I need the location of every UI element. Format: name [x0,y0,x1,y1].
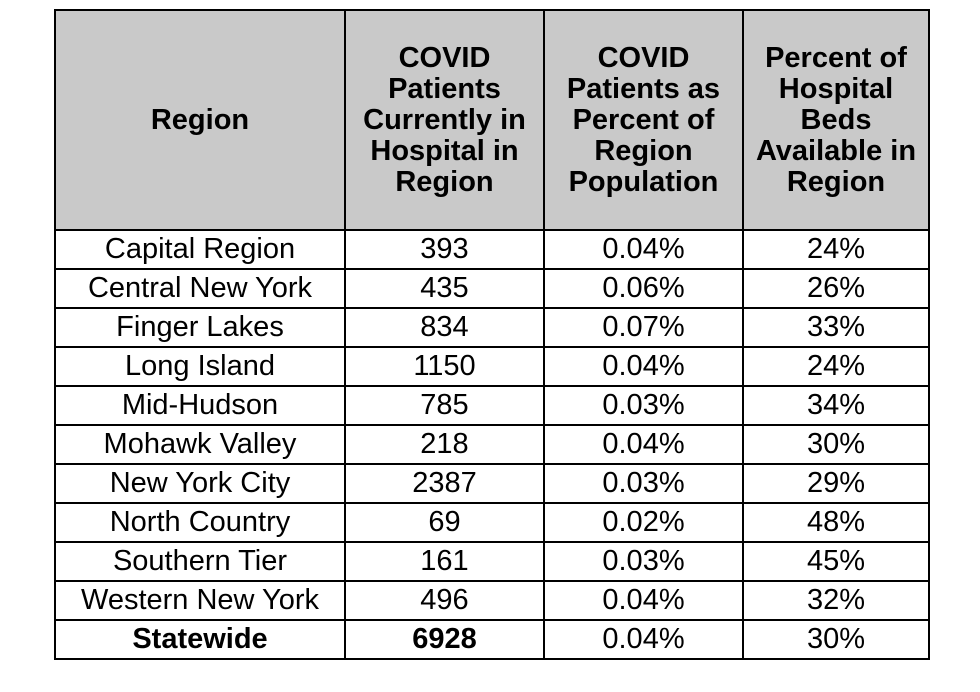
table-row: Long Island 1150 0.04% 24% [54,346,930,387]
table-row: Central New York 435 0.06% 26% [54,268,930,309]
total-patients-cell: 6928 [344,619,545,660]
beds-available-cell: 26% [742,268,930,309]
patients-cell: 161 [344,541,545,582]
region-cell: Capital Region [54,229,346,270]
table-row: Finger Lakes 834 0.07% 33% [54,307,930,348]
percent-population-cell: 0.04% [543,229,744,270]
covid-hospital-table: Region COVID Patients Currently in Hospi… [54,9,930,660]
patients-cell: 435 [344,268,545,309]
table-row: North Country 69 0.02% 48% [54,502,930,543]
percent-population-cell: 0.06% [543,268,744,309]
header-percent-of-population: COVID Patients as Percent of Region Popu… [543,9,744,231]
percent-population-cell: 0.03% [543,541,744,582]
patients-cell: 1150 [344,346,545,387]
table-header: Region COVID Patients Currently in Hospi… [54,9,930,231]
percent-population-cell: 0.04% [543,580,744,621]
header-region: Region [54,9,346,231]
percent-population-cell: 0.03% [543,463,744,504]
total-percent-population-cell: 0.04% [543,619,744,660]
region-cell: Central New York [54,268,346,309]
header-patients-in-hospital: COVID Patients Currently in Hospital in … [344,9,545,231]
patients-cell: 785 [344,385,545,426]
table-row: Mohawk Valley 218 0.04% 30% [54,424,930,465]
percent-population-cell: 0.04% [543,346,744,387]
region-cell: North Country [54,502,346,543]
beds-available-cell: 29% [742,463,930,504]
table-row: Mid-Hudson 785 0.03% 34% [54,385,930,426]
header-beds-available: Percent of Hospital Beds Available in Re… [742,9,930,231]
total-region-cell: Statewide [54,619,346,660]
percent-population-cell: 0.02% [543,502,744,543]
table-row: New York City 2387 0.03% 29% [54,463,930,504]
beds-available-cell: 45% [742,541,930,582]
region-cell: Long Island [54,346,346,387]
table-row: Capital Region 393 0.04% 24% [54,229,930,270]
percent-population-cell: 0.03% [543,385,744,426]
beds-available-cell: 24% [742,346,930,387]
region-cell: Mohawk Valley [54,424,346,465]
region-cell: New York City [54,463,346,504]
percent-population-cell: 0.07% [543,307,744,348]
patients-cell: 834 [344,307,545,348]
beds-available-cell: 32% [742,580,930,621]
beds-available-cell: 24% [742,229,930,270]
region-cell: Southern Tier [54,541,346,582]
beds-available-cell: 48% [742,502,930,543]
patients-cell: 69 [344,502,545,543]
beds-available-cell: 30% [742,424,930,465]
percent-population-cell: 0.04% [543,424,744,465]
table-row: Southern Tier 161 0.03% 45% [54,541,930,582]
region-cell: Mid-Hudson [54,385,346,426]
header-row: Region COVID Patients Currently in Hospi… [54,9,930,231]
statewide-total-row: Statewide 6928 0.04% 30% [54,619,930,660]
beds-available-cell: 33% [742,307,930,348]
total-beds-available-cell: 30% [742,619,930,660]
region-cell: Finger Lakes [54,307,346,348]
patients-cell: 218 [344,424,545,465]
patients-cell: 2387 [344,463,545,504]
table-row: Western New York 496 0.04% 32% [54,580,930,621]
beds-available-cell: 34% [742,385,930,426]
patients-cell: 393 [344,229,545,270]
table-body: Capital Region 393 0.04% 24% Central New… [54,229,930,660]
region-cell: Western New York [54,580,346,621]
patients-cell: 496 [344,580,545,621]
